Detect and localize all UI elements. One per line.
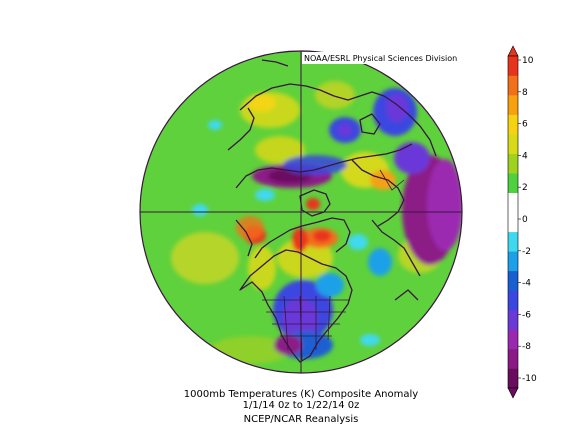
colorbar-tick-label: -6 xyxy=(522,310,531,320)
colorbar-tick-label: -2 xyxy=(522,247,531,257)
coastlines xyxy=(227,59,437,363)
anomaly-field-patches xyxy=(171,81,462,364)
colorbar-segment xyxy=(508,56,518,76)
colorbar-tick-label: 6 xyxy=(522,120,528,130)
colorbar-segment xyxy=(508,95,518,115)
colorbar-segment xyxy=(508,348,518,369)
colorbar-tick-label: 8 xyxy=(522,88,528,98)
caption-line2: 1/1/14 0z to 1/22/14 0z xyxy=(243,400,360,411)
colorbar-segment xyxy=(508,231,518,252)
colorbar-segment xyxy=(508,173,518,194)
colorbar-segment xyxy=(508,114,518,135)
colorbar-tick-label: 2 xyxy=(522,183,528,193)
credit-text: NOAA/ESRL Physical Sciences Division xyxy=(304,54,457,63)
colorbar-tick-label: -8 xyxy=(522,342,531,352)
colorbar-segment xyxy=(508,251,518,272)
colorbar-tick-label: 0 xyxy=(522,215,528,225)
colorbar-top-arrow xyxy=(507,45,519,57)
colorbar-segment xyxy=(508,153,518,174)
polar-map xyxy=(139,50,463,374)
colorbar-tick-label: 10 xyxy=(522,56,534,66)
map-boundary-circle xyxy=(139,50,463,374)
caption-line1: 1000mb Temperatures (K) Composite Anomal… xyxy=(184,389,418,400)
colorbar-tick-label: 4 xyxy=(522,151,528,161)
colorbar-segment xyxy=(508,329,518,350)
colorbar: 10 8 6 4 2 0 -2 -4 -6 -8 -10 xyxy=(507,45,537,399)
colorbar-segment xyxy=(508,309,518,330)
colorbar-segment xyxy=(508,270,518,291)
colorbar-segment xyxy=(508,134,518,154)
figure-caption: 1000mb Temperatures (K) Composite Anomal… xyxy=(184,389,418,425)
colorbar-segment xyxy=(508,368,518,389)
colorbar-tick-label: -4 xyxy=(522,279,531,289)
colorbar-segment xyxy=(508,290,518,311)
colorbar-segment xyxy=(508,192,518,213)
colorbar-segment xyxy=(508,212,518,233)
caption-line3: NCEP/NCAR Reanalysis xyxy=(244,414,359,425)
colorbar-segment xyxy=(508,75,518,96)
colorbar-bottom-arrow xyxy=(507,387,519,399)
colorbar-tick-label: -10 xyxy=(522,374,537,384)
credit-label: NOAA/ESRL Physical Sciences Division xyxy=(302,52,464,64)
